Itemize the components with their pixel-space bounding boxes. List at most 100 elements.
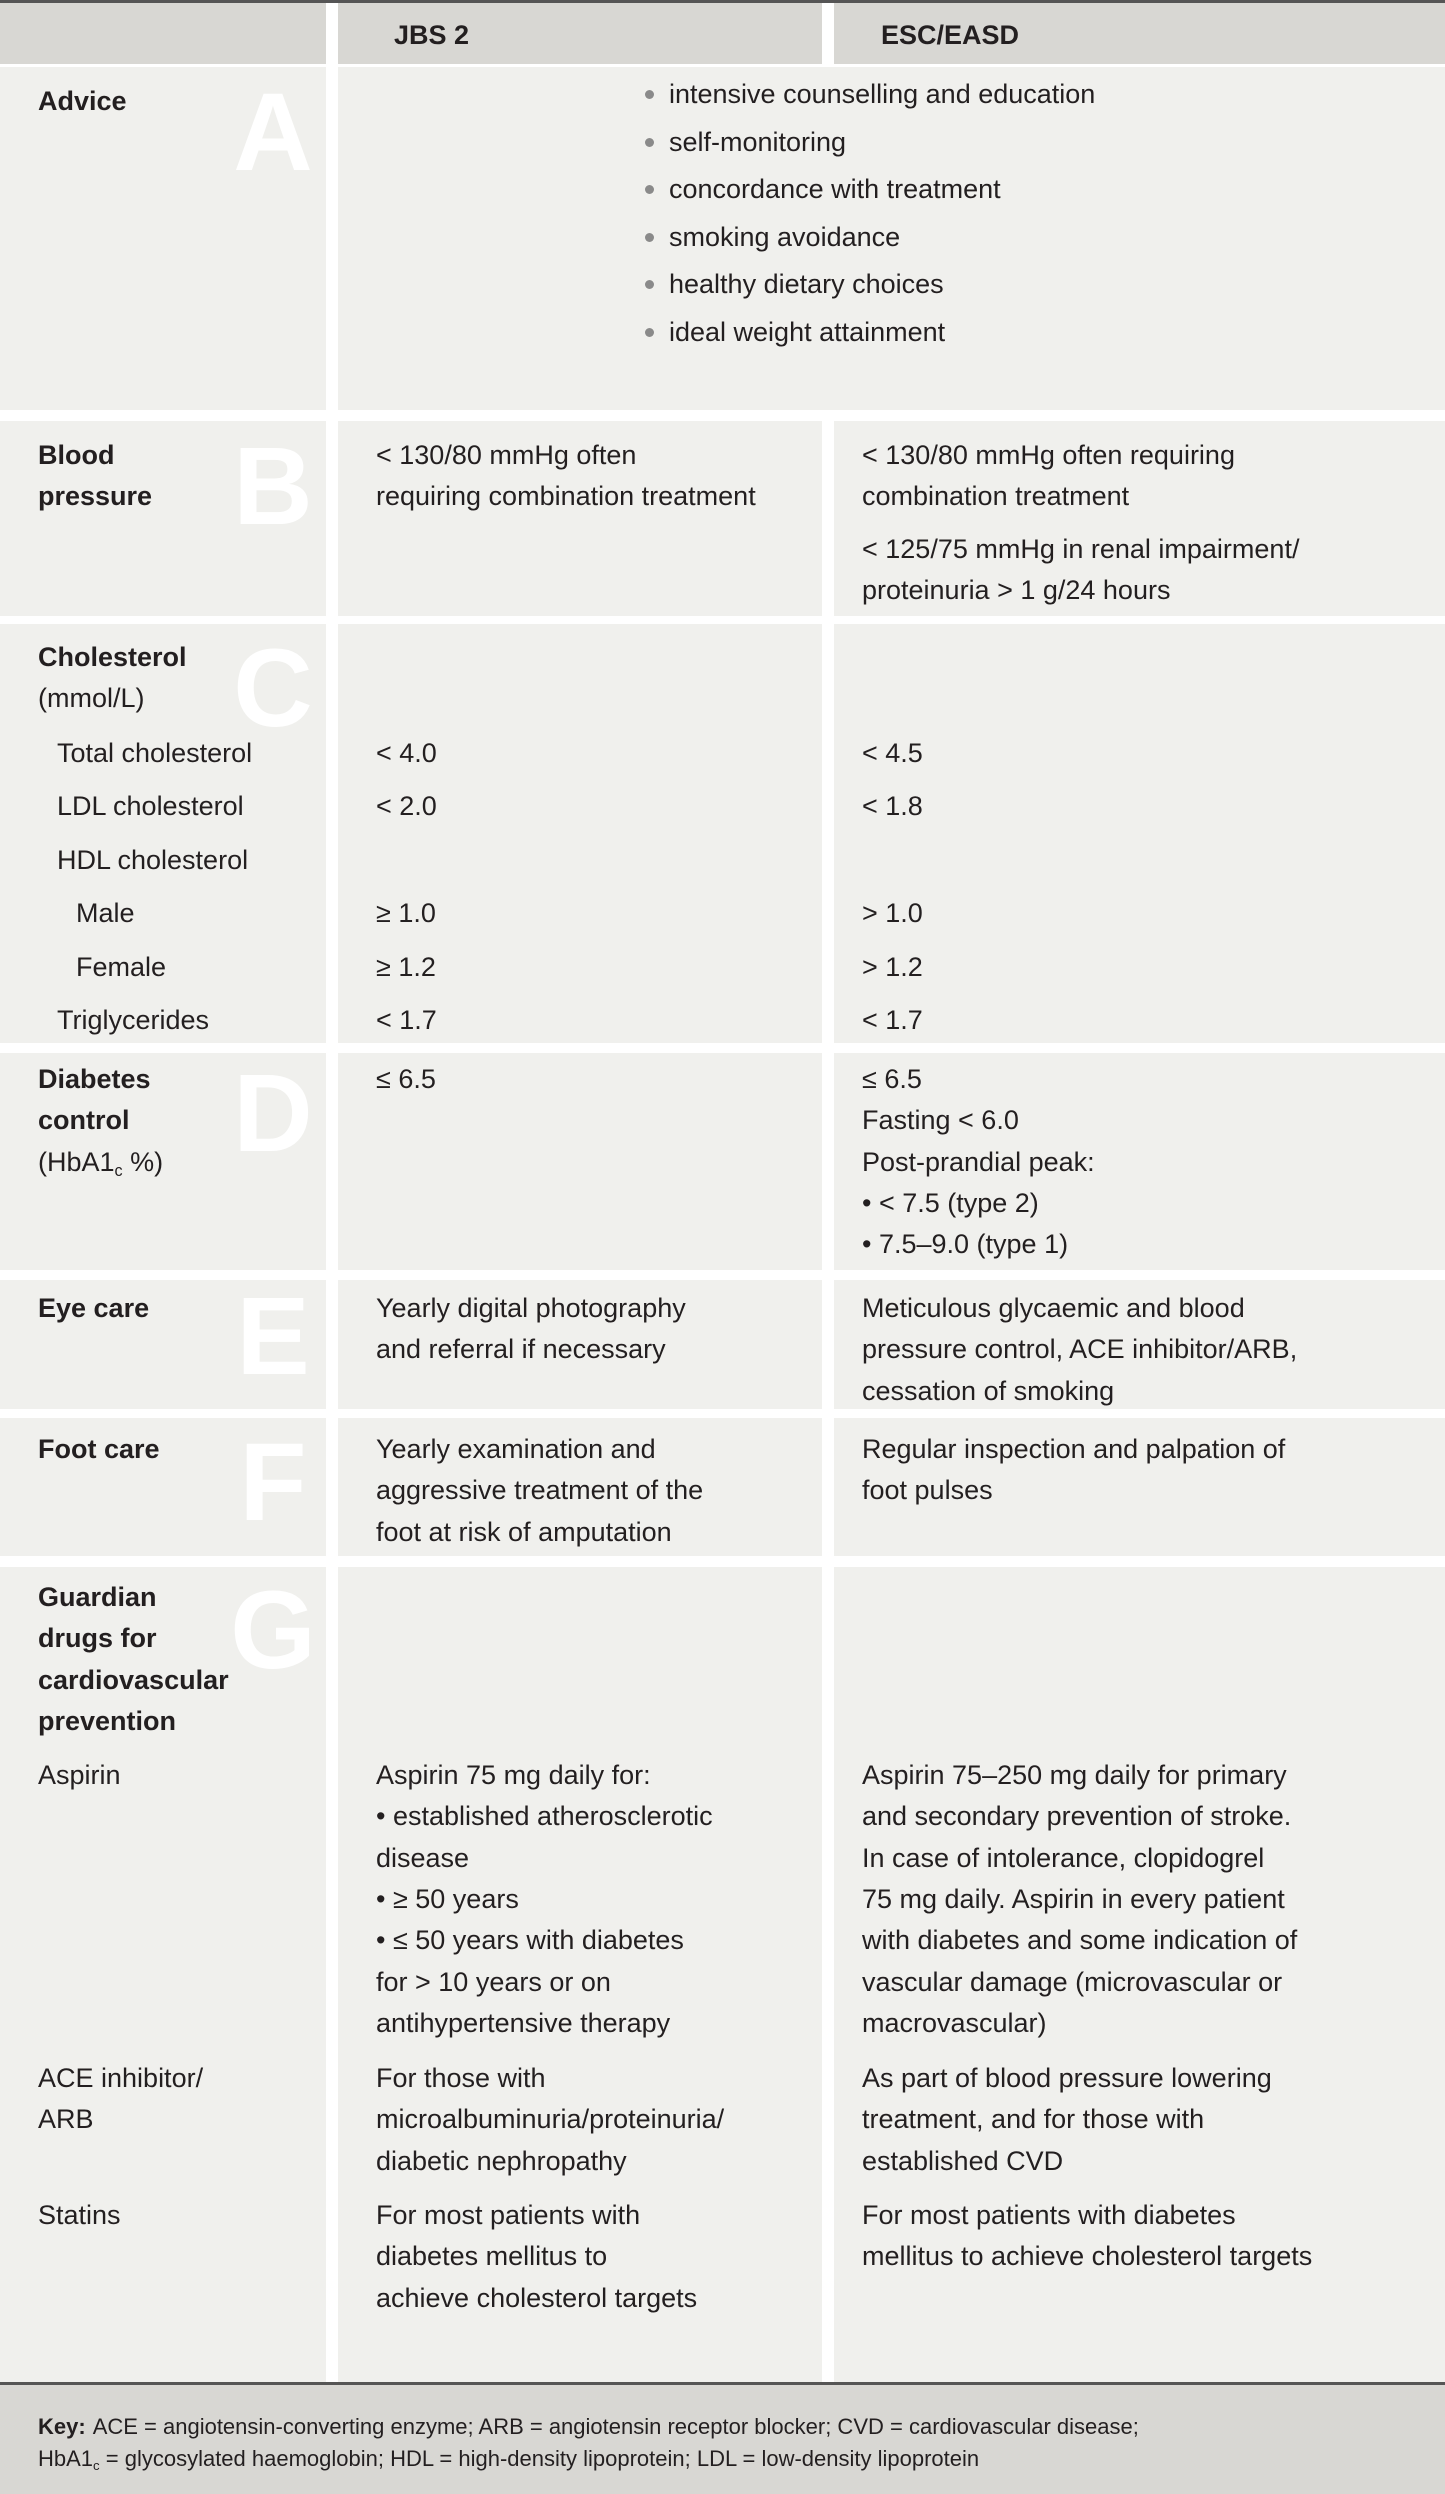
section-letter: F — [239, 1421, 307, 1544]
jbs-text: diabetes mellitus to — [376, 2241, 608, 2272]
key-band — [0, 2385, 1445, 2494]
bullet-dot — [645, 90, 654, 99]
bullet-dot — [645, 280, 654, 290]
key-label: Key: — [38, 2414, 86, 2439]
cell — [0, 421, 326, 616]
drug-name: ACE inhibitor/ — [38, 2063, 204, 2093]
esc-text: established CVD — [862, 2145, 1064, 2176]
esc-text: mellitus to achieve cholesterol targets — [862, 2241, 1313, 2272]
jbs-text: • ≥ 50 years — [376, 1883, 519, 1914]
row-label: Eye care — [38, 1293, 150, 1323]
bullet-dot — [645, 185, 654, 195]
sub-label: Male — [76, 898, 135, 929]
esc-text: • 7.5–9.0 (type 1) — [862, 1229, 1069, 1260]
jbs-text: < 4.0 — [376, 738, 437, 768]
cell — [338, 1418, 822, 1556]
sub-label: Female — [76, 951, 167, 982]
cell — [338, 421, 822, 616]
esc-text: 75 mg daily. Aspirin in every patient — [862, 1883, 1285, 1914]
section-letter: G — [230, 1569, 316, 1692]
esc-text: Regular inspection and palpation of — [862, 1434, 1286, 1464]
key-sub: c — [93, 2457, 100, 2473]
esc-text: > 1.0 — [862, 898, 923, 929]
esc-text: Post-prandial peak: — [862, 1146, 1095, 1177]
cell — [338, 624, 822, 1043]
jbs-text: < 1.7 — [376, 1005, 437, 1035]
row-label: Advice — [38, 86, 127, 116]
esc-text: vascular damage (microvascular or — [862, 1966, 1283, 1997]
jbs-text: foot at risk of amputation — [376, 1516, 672, 1547]
esc-text: macrovascular) — [862, 2007, 1047, 2038]
esc-text: combination treatment — [862, 481, 1130, 512]
esc-text: • < 7.5 (type 2) — [862, 1187, 1039, 1218]
jbs-text: microalbuminuria/proteinuria/ — [376, 2104, 725, 2135]
section-letter: A — [233, 71, 313, 194]
section-letter: B — [233, 425, 313, 548]
header-cell — [834, 3, 1445, 64]
bullet-dot — [645, 137, 654, 147]
jbs-text: achieve cholesterol targets — [376, 2282, 698, 2313]
esc-text: treatment, and for those with — [862, 2104, 1205, 2135]
cell — [338, 1280, 822, 1409]
cell — [0, 1053, 326, 1270]
jbs-text: aggressive treatment of the — [376, 1475, 704, 1506]
drug-name: Statins — [38, 2200, 121, 2230]
cell — [834, 421, 1445, 616]
row-label: Cholesterol — [38, 642, 187, 672]
jbs-text: ≥ 1.2 — [376, 951, 436, 982]
advice-item: healthy dietary choices — [669, 269, 944, 300]
advice-item: self-monitoring — [669, 126, 847, 157]
drug-name: ARB — [38, 2104, 94, 2135]
jbs-text: diabetic nephropathy — [376, 2145, 627, 2176]
cell — [834, 1053, 1445, 1270]
key-suffix: = glycosylated haemoglobin; HDL = high-d… — [99, 2446, 980, 2471]
jbs-text: Yearly digital photography — [376, 1293, 686, 1323]
esc-text: < 4.5 — [862, 738, 923, 768]
jbs-text: antihypertensive therapy — [376, 2007, 671, 2038]
jbs-text: disease — [376, 1842, 470, 1873]
section-letter: E — [236, 1275, 310, 1398]
esc-text: Aspirin 75–250 mg daily for primary — [862, 1760, 1287, 1790]
row-label: prevention — [38, 1705, 177, 1736]
esc-text: Fasting < 6.0 — [862, 1105, 1019, 1136]
jbs-text: < 2.0 — [376, 791, 437, 822]
row-unit: (mmol/L) — [38, 683, 145, 713]
advice-item: smoking avoidance — [669, 221, 901, 252]
unit-prefix: (HbA1 — [38, 1146, 115, 1177]
sub-label: Total cholesterol — [57, 738, 253, 768]
esc-text: > 1.2 — [862, 951, 923, 982]
header-rule — [0, 0, 1445, 3]
jbs-text: and referral if necessary — [376, 1334, 666, 1365]
sub-label: LDL cholesterol — [57, 791, 244, 822]
key-prefix: HbA1 — [38, 2446, 94, 2471]
row-label: Guardian — [38, 1582, 157, 1612]
row-unit: (HbA1c %) — [38, 1142, 163, 1183]
advice-item: concordance with treatment — [669, 174, 1001, 205]
esc-text: In case of intolerance, clopidogrel — [862, 1842, 1265, 1873]
jbs-text: for > 10 years or on — [376, 1966, 611, 1997]
cell — [0, 1418, 326, 1556]
esc-text: < 1.8 — [862, 791, 923, 822]
sub-label: Triglycerides — [57, 1005, 210, 1035]
cell — [834, 1280, 1445, 1409]
esc-text: < 125/75 mmHg in renal impairment/ — [862, 534, 1300, 564]
esc-text: As part of blood pressure lowering — [862, 2063, 1272, 2093]
row-label: control — [38, 1105, 130, 1136]
header-cell — [338, 3, 822, 64]
cell — [834, 1418, 1445, 1556]
row-label: cardiovascular — [38, 1664, 229, 1695]
cell — [338, 1053, 822, 1270]
header-jbs: JBS 2 — [394, 20, 470, 50]
esc-text: and secondary prevention of stroke. — [862, 1801, 1292, 1832]
esc-text: cessation of smoking — [862, 1375, 1115, 1406]
advice-item: ideal weight attainment — [669, 317, 946, 347]
section-letter: C — [233, 627, 313, 750]
unit-sub: c — [114, 1161, 123, 1180]
esc-text: proteinuria > 1 g/24 hours — [862, 575, 1171, 606]
drug-name: Aspirin — [38, 1760, 121, 1790]
header-cell — [0, 3, 326, 64]
jbs-text: Aspirin 75 mg daily for: — [376, 1760, 651, 1790]
esc-text: with diabetes and some indication of — [862, 1925, 1298, 1956]
bullet-dot — [645, 232, 654, 242]
